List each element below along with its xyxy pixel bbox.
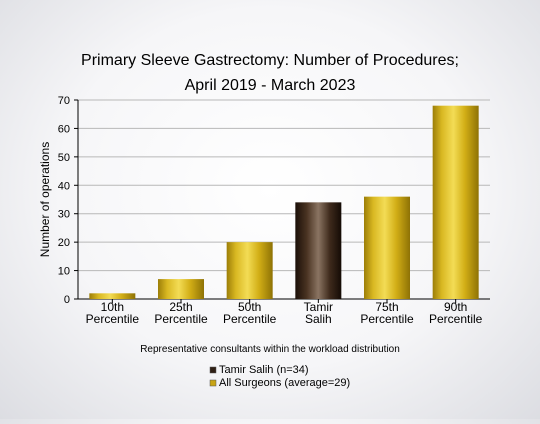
bar	[432, 105, 479, 299]
legend-swatch-all	[209, 379, 217, 387]
x-axis-label: Representative consultants within the wo…	[140, 344, 400, 355]
bar	[226, 242, 273, 299]
y-tick-label: 10	[58, 266, 70, 278]
bar	[89, 293, 136, 299]
bar	[158, 279, 204, 299]
x-tick-label: 75th	[375, 300, 398, 314]
x-tick-label: 90th	[444, 300, 467, 314]
y-tick-label: 0	[64, 294, 70, 306]
x-tick-label: Percentile	[86, 312, 140, 326]
chart-title-line: April 2019 - March 2023	[185, 77, 356, 94]
legend-swatch-highlight	[209, 366, 217, 374]
axes	[77, 100, 490, 303]
x-tick-label: 10th	[101, 300, 124, 314]
legend-entry-label: All Surgeons (average=29)	[219, 377, 350, 389]
x-tick-label: Salih	[305, 312, 332, 326]
y-tick-label: 20	[58, 237, 70, 249]
y-tick-label: 50	[58, 152, 70, 164]
x-tick-label: 50th	[238, 300, 261, 314]
legend: Tamir Salih (n=34)All Surgeons (average=…	[209, 364, 350, 389]
x-tick-label: Percentile	[429, 312, 483, 326]
bar-highlight	[295, 202, 342, 299]
chart-title-line: Primary Sleeve Gastrectomy: Number of Pr…	[81, 52, 459, 69]
gridlines	[74, 99, 490, 300]
legend-entry-label: Tamir Salih (n=34)	[219, 364, 309, 376]
y-tick-label: 60	[58, 123, 70, 135]
y-tick-label: 30	[58, 209, 70, 221]
bars	[89, 105, 479, 299]
chart-title: Primary Sleeve Gastrectomy: Number of Pr…	[81, 52, 459, 94]
x-tick-label: Percentile	[154, 312, 208, 326]
x-tick-label: Percentile	[360, 312, 414, 326]
y-tick-label: 40	[58, 180, 70, 192]
x-tick-label: 25th	[169, 300, 192, 314]
x-tick-label: Tamir	[304, 300, 333, 314]
bar	[364, 196, 410, 299]
y-tick-label: 70	[58, 95, 70, 107]
x-tick-label: Percentile	[223, 312, 277, 326]
y-axis-label: Number of operations	[38, 142, 52, 257]
